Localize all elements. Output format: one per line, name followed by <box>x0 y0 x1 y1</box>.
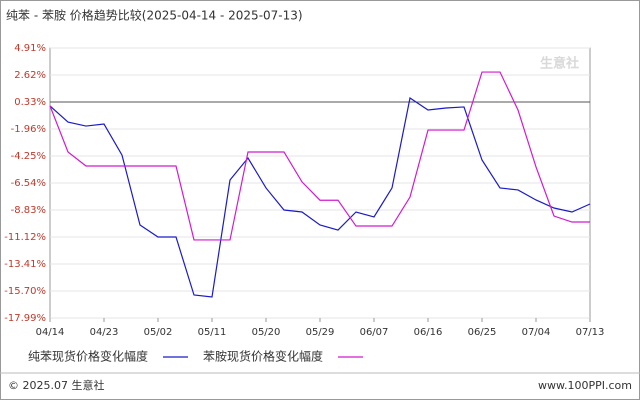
y-tick-label: -4.25% <box>11 151 46 162</box>
y-tick-label: 2.62% <box>14 70 46 81</box>
y-tick-label: 0.33% <box>14 97 46 108</box>
y-tick-label: -1.96% <box>11 124 46 135</box>
x-tick-label: 04/14 <box>36 327 65 338</box>
series-line <box>49 71 590 241</box>
x-tick-label: 05/02 <box>144 327 173 338</box>
series-line <box>49 96 591 298</box>
x-tick-label: 06/16 <box>414 327 443 338</box>
legend-label: 苯胺现货价格变化幅度 <box>203 349 323 364</box>
x-tick-label: 06/07 <box>360 327 389 338</box>
footer-right: www.100PPI.com <box>538 379 632 392</box>
chart-title: 纯苯 - 苯胺 价格趋势比较(2025-04-14 - 2025-07-13) <box>6 8 303 23</box>
y-tick-label: -13.41% <box>4 259 46 270</box>
y-tick-label: -15.70% <box>4 286 46 297</box>
legend-label: 纯苯现货价格变化幅度 <box>28 349 148 364</box>
y-tick-label: -17.99% <box>4 313 46 324</box>
y-tick-label: 4.91% <box>14 43 46 54</box>
x-tick-label: 07/04 <box>522 327 551 338</box>
watermark: 生意社 <box>540 56 579 72</box>
x-tick-label: 05/20 <box>252 327 281 338</box>
x-tick-label: 07/13 <box>576 327 605 338</box>
y-tick-label: -8.83% <box>11 205 46 216</box>
x-tick-label: 05/29 <box>306 327 335 338</box>
x-tick-label: 05/11 <box>198 327 227 338</box>
footer-left: © 2025.07 生意社 <box>8 378 104 392</box>
x-tick-label: 06/25 <box>468 327 497 338</box>
x-tick-label: 04/23 <box>90 327 119 338</box>
y-tick-label: -11.12% <box>4 232 46 243</box>
y-tick-label: -6.54% <box>11 178 46 189</box>
